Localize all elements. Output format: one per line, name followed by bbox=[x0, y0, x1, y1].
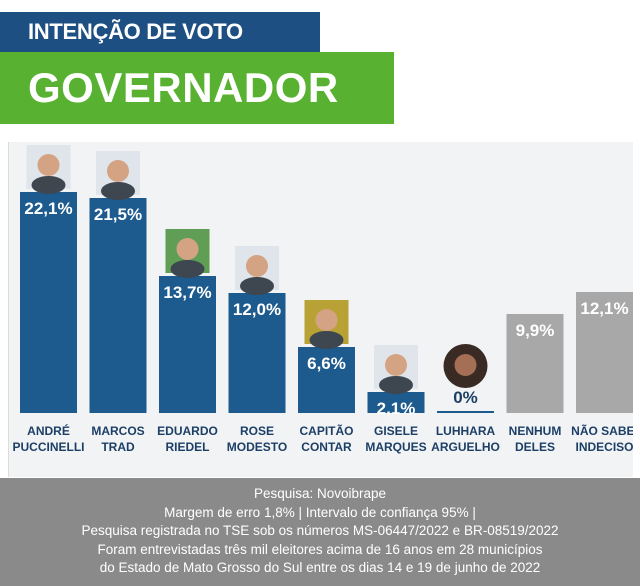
data-label: 22,1% bbox=[24, 199, 72, 218]
bar-chart: 22,1% ANDRÉ PUCCINELLI 21,5% MARCOS TRAD 13,7%… bbox=[13, 145, 633, 454]
candidate-face bbox=[246, 255, 268, 277]
bar bbox=[298, 347, 355, 413]
data-label: 0% bbox=[453, 388, 478, 407]
data-label: 9,9% bbox=[516, 321, 555, 340]
data-label: 12,1% bbox=[580, 299, 628, 318]
category-label: RIEDEL bbox=[165, 440, 209, 454]
candidate-face bbox=[385, 354, 407, 376]
candidate-body bbox=[309, 331, 344, 349]
data-label: 13,7% bbox=[163, 283, 211, 302]
footer-line: Pesquisa: Novoibrape bbox=[253, 486, 387, 501]
candidate-face bbox=[107, 160, 129, 182]
candidate-face bbox=[176, 238, 199, 260]
candidate-face bbox=[37, 154, 60, 176]
category-label: ANDRÉ bbox=[27, 423, 70, 438]
category-label: NENHUM bbox=[509, 424, 562, 438]
category-label: CONTAR bbox=[301, 440, 352, 454]
category-label: EDUARDO bbox=[157, 424, 218, 438]
category-label: MARCOS bbox=[91, 424, 144, 438]
category-label: GISELE bbox=[374, 424, 418, 438]
bar bbox=[20, 192, 77, 413]
category-label: ROSE bbox=[240, 424, 274, 438]
category-label: MODESTO bbox=[227, 440, 287, 454]
category-label: NÃO SABE/ bbox=[571, 423, 633, 438]
footer-line: do Estado de Mato Grosso do Sul entre os… bbox=[99, 560, 541, 575]
bar bbox=[89, 198, 147, 413]
candidate-body bbox=[31, 176, 66, 194]
footer-line: Margem de erro 1,8% | Intervalo de confi… bbox=[164, 504, 476, 520]
category-label: INDECISO bbox=[575, 440, 633, 454]
category-label: MARQUES bbox=[365, 440, 426, 454]
data-label: 6,6% bbox=[307, 354, 346, 373]
candidate-face bbox=[454, 354, 477, 376]
bar bbox=[576, 292, 633, 413]
category-label: CAPITÃO bbox=[300, 423, 354, 438]
category-label: TRAD bbox=[101, 440, 135, 454]
footer-line: Foram entrevistadas três mil eleitores a… bbox=[97, 541, 543, 557]
footer-line: Pesquisa registrada no TSE sob os número… bbox=[81, 523, 559, 538]
chart-title: INTENÇÃO DE VOTO ESTIMULADA bbox=[0, 12, 320, 84]
candidate-body bbox=[170, 260, 205, 278]
category-label: LUHHARA bbox=[436, 424, 496, 438]
bar bbox=[437, 411, 494, 413]
chart-subtitle: GOVERNADOR bbox=[0, 52, 394, 124]
category-label: PUCCINELLI bbox=[13, 440, 85, 454]
data-label: 12,0% bbox=[233, 300, 281, 319]
survey-footer: Pesquisa: Novoibrape Margem de erro 1,8%… bbox=[0, 478, 640, 586]
bar bbox=[159, 276, 216, 413]
bar bbox=[367, 392, 425, 413]
bar bbox=[228, 293, 286, 413]
data-label: 2,1% bbox=[377, 399, 416, 418]
bar bbox=[506, 314, 564, 413]
candidate-face bbox=[315, 309, 338, 331]
category-label: DELES bbox=[515, 440, 555, 454]
category-label: ARGUELHO bbox=[431, 440, 500, 454]
data-label: 21,5% bbox=[94, 205, 142, 224]
candidate-body bbox=[240, 277, 274, 295]
candidate-body bbox=[379, 376, 413, 394]
plot-area: 22,1% ANDRÉ PUCCINELLI 21,5% MARCOS TRAD 13,7%… bbox=[8, 142, 633, 477]
candidate-body bbox=[101, 182, 135, 200]
